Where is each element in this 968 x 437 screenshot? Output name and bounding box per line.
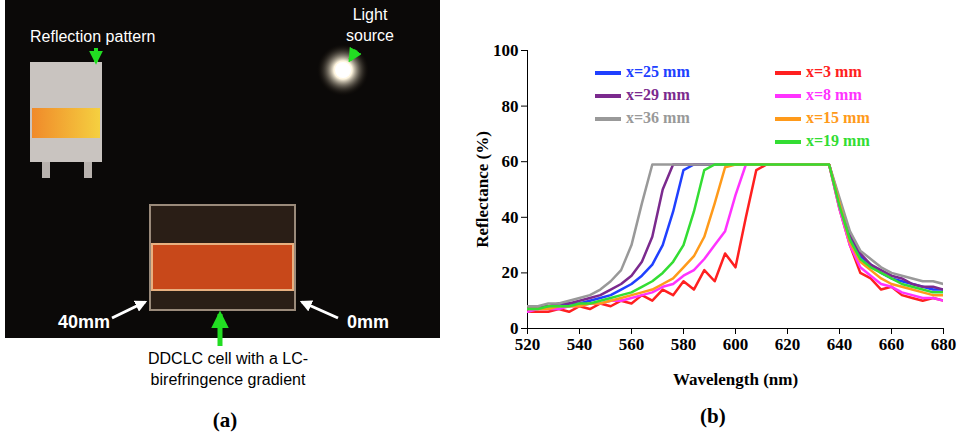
svg-text:80: 80 [502, 97, 519, 116]
svg-text:100: 100 [493, 41, 519, 60]
svg-text:640: 640 [827, 335, 853, 354]
html-text:x=15 mm: x=15 mm [806, 109, 870, 126]
html-text:x=29 mm: x=29 mm [626, 86, 690, 103]
svg-text:520: 520 [515, 335, 541, 354]
svg-text:birefringence gradient: birefringence gradient [151, 371, 306, 388]
svg-text:0mm: 0mm [347, 312, 389, 332]
html-text:x=19 mm: x=19 mm [806, 132, 870, 149]
html-text:x=36 mm: x=36 mm [626, 109, 690, 126]
svg-text:540: 540 [567, 335, 593, 354]
svg-text:40mm: 40mm [58, 312, 110, 332]
svg-text:Wavelength (nm): Wavelength (nm) [673, 370, 798, 389]
svg-text:20: 20 [502, 263, 519, 282]
svg-text:(a): (a) [213, 408, 238, 432]
svg-text:680: 680 [931, 335, 957, 354]
svg-text:Reflectance (%): Reflectance (%) [473, 131, 492, 248]
svg-text:0: 0 [510, 318, 519, 338]
svg-text:560: 560 [619, 335, 645, 354]
html-text:x=8 mm: x=8 mm [806, 86, 862, 103]
svg-text:source: source [346, 27, 394, 44]
svg-text:60: 60 [502, 152, 519, 171]
svg-text:580: 580 [671, 335, 697, 354]
svg-text:Reflection pattern: Reflection pattern [30, 28, 155, 45]
html-text:(b): (b) [700, 404, 726, 428]
svg-text:660: 660 [879, 335, 905, 354]
html-text:x=25 mm: x=25 mm [626, 63, 690, 80]
svg-text:DDCLC cell with a LC-: DDCLC cell with a LC- [148, 350, 308, 367]
html-text:x=3 mm: x=3 mm [806, 63, 862, 80]
svg-text:40: 40 [502, 208, 519, 227]
svg-text:Light: Light [353, 6, 388, 23]
svg-text:620: 620 [775, 335, 801, 354]
svg-text:600: 600 [723, 335, 749, 354]
